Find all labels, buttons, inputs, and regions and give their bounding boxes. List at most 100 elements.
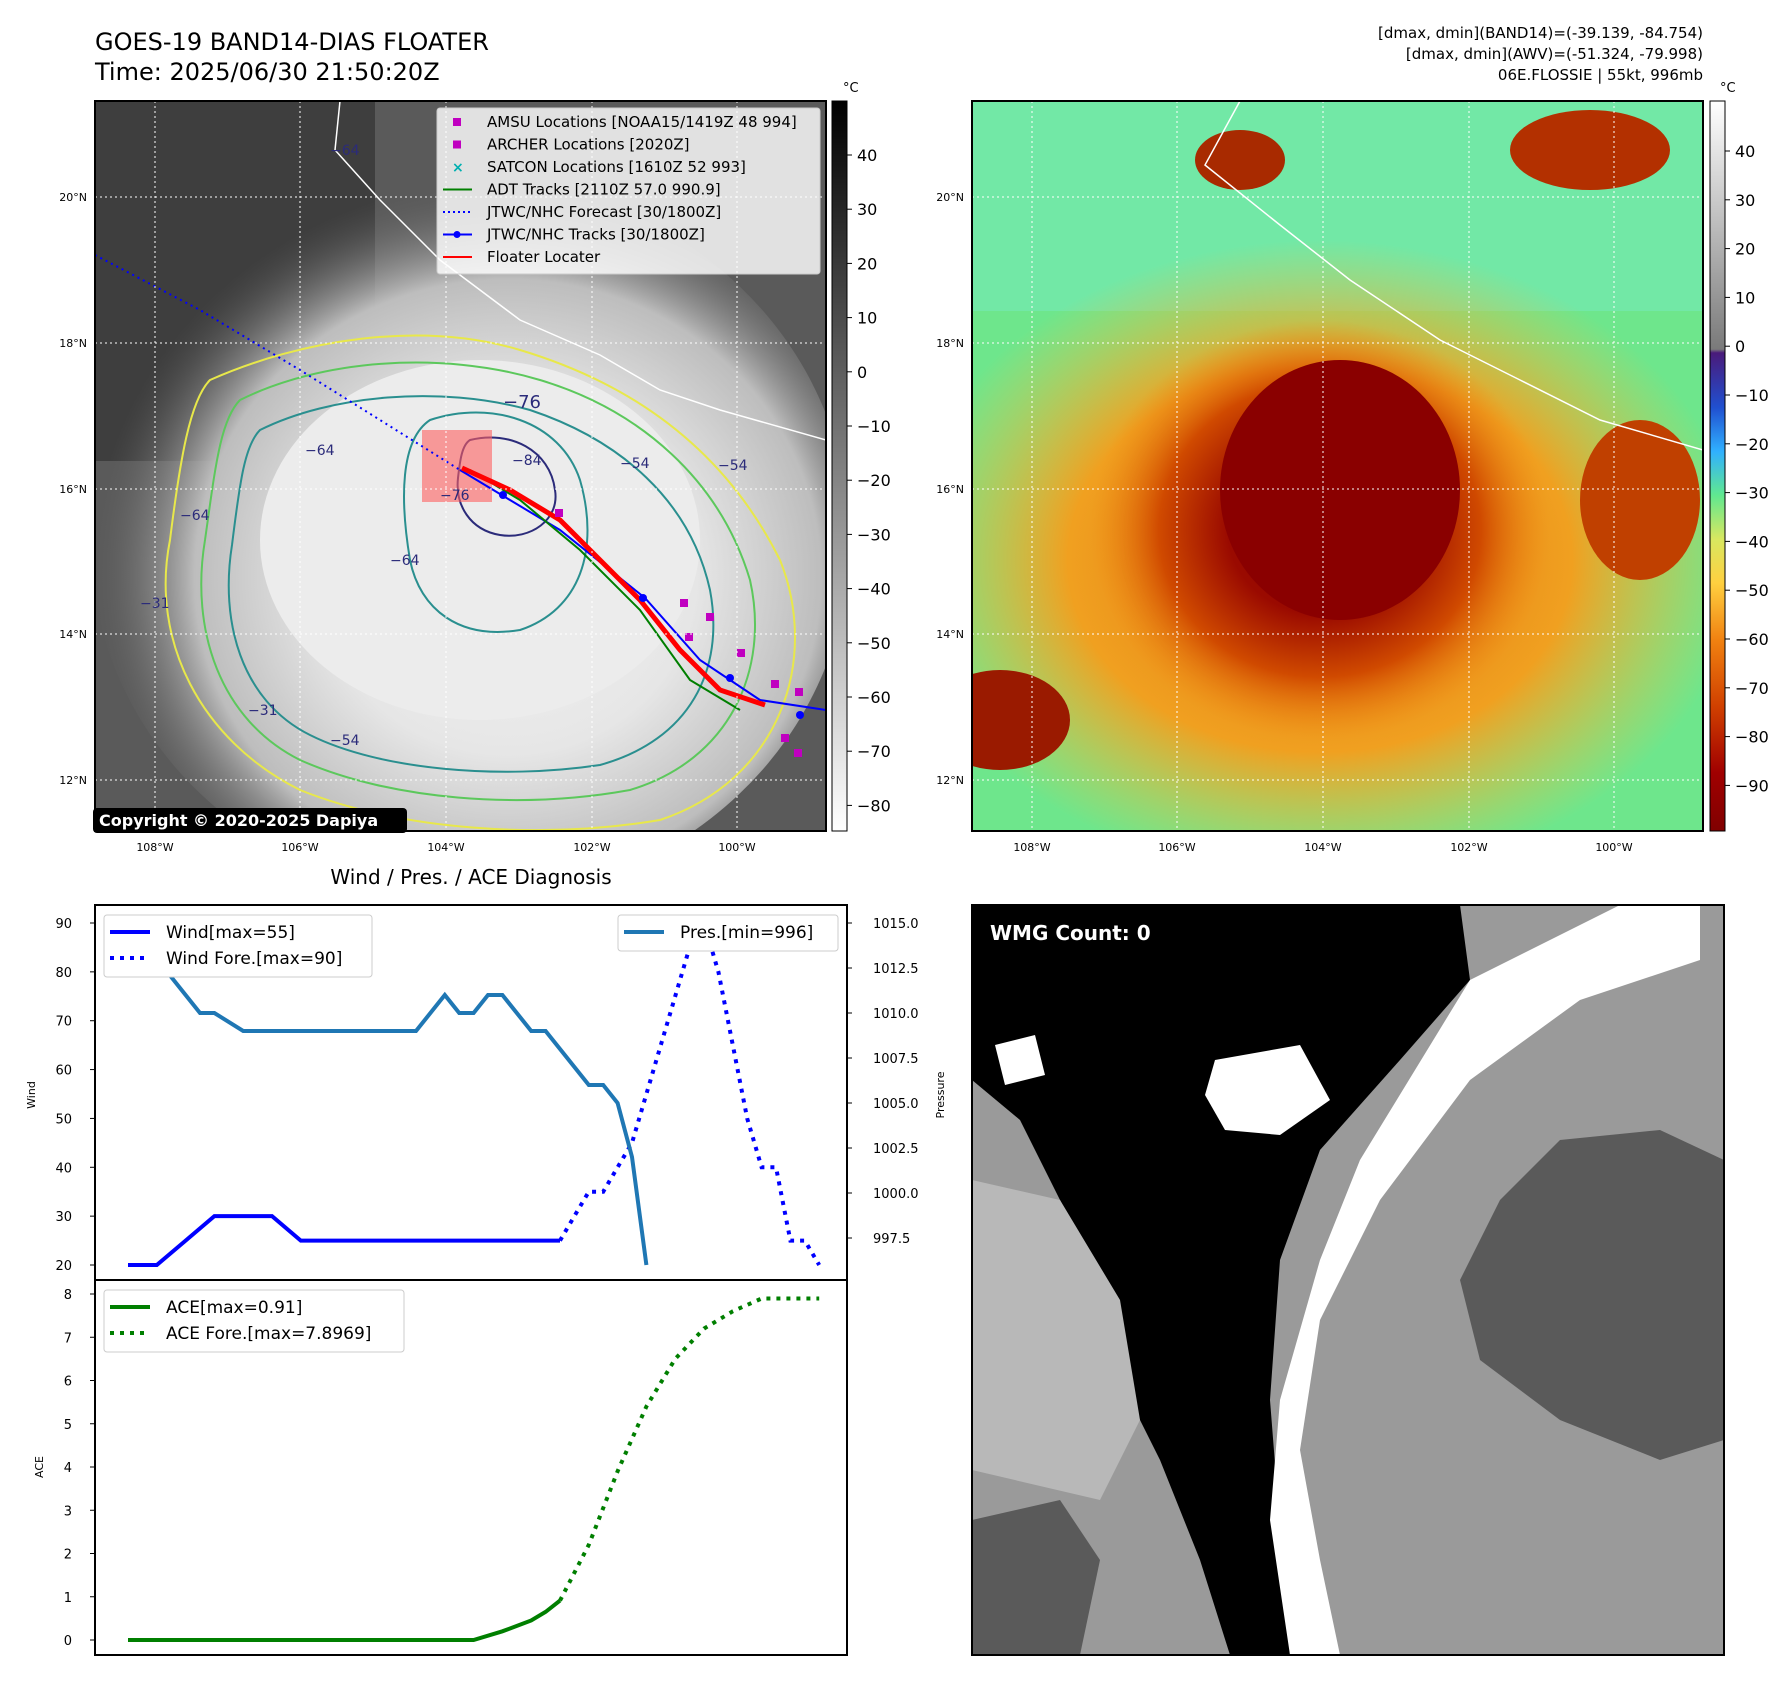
diagnosis-title: Wind / Pres. / ACE Diagnosis: [330, 865, 611, 889]
wind-tick-label: 50: [55, 1112, 72, 1127]
awv-map: 20°N 18°N 16°N 14°N 12°N 108°W 106°W 104°W 102°…: [936, 81, 1769, 854]
ir-legend-label: JTWC/NHC Forecast [30/1800Z]: [486, 203, 721, 221]
adt-track-line: [469, 469, 741, 711]
awv-colorbar-ticks-label: 20: [1735, 240, 1755, 259]
copyright-text: Copyright © 2020-2025 Dapiya: [99, 811, 378, 830]
awv-lat-labels: 20°N 18°N 16°N 14°N 12°N: [936, 191, 964, 787]
ir-colorbar-ticks-label: −30: [857, 525, 891, 544]
ir-lon-label: 100°W: [718, 841, 755, 854]
awv-lat-label: 14°N: [936, 628, 964, 641]
wmg-count-label: WMG Count: 0: [990, 921, 1151, 945]
pressure-y-ticks: 1015.0 1012.5 1010.0 1007.5 1005.0 1002.5 1000…: [847, 917, 919, 1247]
awv-core: [1220, 360, 1460, 620]
ir-colorbar-ticks-label: −40: [857, 580, 891, 599]
ace-y-ticks: 8 7 6 5 4 3 2 1 0: [64, 1288, 95, 1649]
awv-colorbar-ticks-label: −10: [1735, 386, 1769, 405]
track-markers: [499, 491, 804, 757]
ir-lon-label: 108°W: [136, 841, 173, 854]
awv-colorbar-ticks-label: −70: [1735, 679, 1769, 698]
wmg-dark-gray-region-2: [972, 1500, 1100, 1655]
wmg-frame: [971, 904, 1725, 1656]
ir-colorbar-ticks: 40 30 20 10 0 −10 −20 −30 −40 −50 −60 −70 −80: [847, 146, 891, 815]
contour-yellow: [164, 334, 796, 831]
awv-east-blob: [1580, 420, 1700, 580]
ace-tick-label: 2: [64, 1548, 72, 1563]
contour-teal-inner: [403, 411, 589, 633]
copyright-box: [93, 808, 407, 833]
awv-frame: [971, 100, 1704, 832]
ir-colorbar-ticks-label: 40: [857, 146, 877, 165]
wind-tick-label: 20: [55, 1259, 72, 1274]
awv-colorbar: °C 40 30 20 10 0 −10 −20 −30 −40 −50 −60 −70 −80 −90: [1709, 81, 1769, 832]
ace-series-line-0: [128, 1599, 562, 1642]
line-dot-marker: [453, 231, 461, 238]
ace-tick-label: 8: [64, 1288, 72, 1303]
awv-colorbar-ticks-label: −50: [1735, 581, 1769, 600]
awv-colorbar-ticks: 40 30 20 10 0 −10 −20 −30 −40 −50 −60 −70 −80 −90: [1725, 142, 1769, 795]
ir-lon-label: 106°W: [281, 841, 318, 854]
wind-legend-box: [103, 914, 373, 978]
figure-title: GOES-19 BAND14-DIAS FLOATER: [95, 28, 489, 56]
ir-lat-label: 18°N: [59, 337, 87, 350]
wind-y-label: Wind: [25, 1081, 38, 1109]
awv-lat-label: 18°N: [936, 337, 964, 350]
contour-label: −54: [330, 733, 360, 749]
contour-label: −54: [718, 458, 748, 474]
ace-legend-label: ACE[max=0.91]: [166, 1298, 302, 1318]
contour-label: −31: [248, 703, 278, 719]
ir-colorbar-ticks-label: 20: [857, 254, 877, 273]
contour-label: −64: [305, 443, 335, 459]
ir-colorbar-ticks-label: −50: [857, 634, 891, 653]
awv-lon-label: 102°W: [1450, 841, 1487, 854]
awv-colorbar-ticks-label: 0: [1735, 337, 1745, 356]
wind-pressure-panel: Wind / Pres. / ACE Diagnosis Wind Pressu…: [25, 865, 947, 1281]
ir-colorbar-ticks-label: 10: [857, 309, 877, 328]
contour-label: −64: [180, 508, 210, 524]
ir-colorbar-unit: °C: [843, 81, 859, 96]
pressure-legend-box: [617, 914, 839, 952]
ace-tick-label: 5: [64, 1418, 72, 1433]
ace-tick-label: 6: [64, 1375, 72, 1390]
awv-colorbar-ticks-label: −30: [1735, 484, 1769, 503]
ir-colorbar-ticks-label: −70: [857, 742, 891, 761]
ir-colorbar-ramp: [831, 100, 848, 832]
contour-teal: [227, 395, 715, 773]
wind-tick-label: 30: [55, 1210, 72, 1225]
wind-tick-label: 90: [55, 917, 72, 932]
awv-lon-labels: 108°W 106°W 104°W 102°W 100°W: [1013, 841, 1632, 854]
ace-tick-label: 7: [64, 1331, 72, 1346]
wind-tick-label: 60: [55, 1064, 72, 1079]
awv-colorbar-ramp: [1709, 100, 1726, 832]
ace-legend-label: ACE Fore.[max=7.8969]: [166, 1324, 371, 1344]
ace-y-label: ACE: [33, 1456, 46, 1478]
awv-lat-label: 16°N: [936, 483, 964, 496]
ir-colorbar-ticks-label: 30: [857, 200, 877, 219]
pressure-legend: Pres.[min=996]: [617, 914, 839, 952]
ir-lon-label: 104°W: [427, 841, 464, 854]
ace-tick-label: 3: [64, 1504, 72, 1519]
wind-y-ticks: 90 80 70 60 50 40 30 20: [55, 917, 95, 1274]
wind-legend-label: Wind[max=55]: [166, 923, 295, 943]
awv-gridlines: [972, 101, 1703, 831]
wmg-white-patch: [1205, 1045, 1330, 1135]
ir-lat-labels: 20°N 18°N 16°N 14°N 12°N: [59, 191, 87, 787]
awv-colorbar-ticks-label: −60: [1735, 630, 1769, 649]
awv-colorbar-ticks-label: −90: [1735, 776, 1769, 795]
contour-label: −54: [620, 456, 650, 472]
pressure-tick-label: 1002.5: [873, 1142, 919, 1157]
awv-colorbar-unit: °C: [1720, 81, 1736, 96]
ir-colorbar: °C 40 30 20 10 0 −10 −20 −30 −40 −50 −60 −70 −80: [831, 81, 891, 832]
awv-colorbar-ticks-label: −80: [1735, 728, 1769, 747]
coastline-awv: [1204, 101, 1703, 451]
wmg-light-gray-region: [972, 1180, 1140, 1500]
contour-label: −84: [512, 453, 542, 469]
dmax-awv-text: [dmax, dmin](AWV)=(-51.324, -79.998): [1406, 45, 1703, 63]
coastline-ir: [334, 101, 826, 441]
ir-legend-box: [436, 107, 821, 275]
ir-legend: AMSU Locations [NOAA15/1419Z 48 994] ARCH…: [436, 107, 821, 275]
floater-box: [422, 430, 492, 502]
ir-map: −64−76−84−64−64−54−31−31−76−64−54−54 20°…: [59, 81, 891, 854]
ace-series: [127, 1296, 820, 1642]
pressure-tick-label: 1000.0: [873, 1187, 919, 1202]
